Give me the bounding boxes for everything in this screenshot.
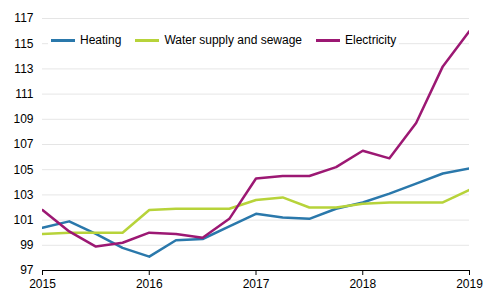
svg-text:107: 107 [13, 137, 33, 151]
svg-text:109: 109 [13, 112, 33, 126]
svg-text:2019: 2019 [456, 277, 483, 291]
svg-text:101: 101 [13, 213, 33, 227]
svg-text:105: 105 [13, 163, 33, 177]
html-text:Electricity: Electricity [345, 33, 397, 47]
svg-text:111: 111 [15, 87, 34, 101]
html-text:Heating: Heating [80, 33, 122, 47]
svg-text:115: 115 [14, 37, 33, 51]
svg-text:2015: 2015 [29, 277, 56, 291]
svg-text:103: 103 [13, 188, 33, 202]
svg-text:113: 113 [14, 62, 33, 76]
svg-text:99: 99 [20, 238, 34, 252]
html-text:Water supply and sewage: Water supply and sewage [164, 33, 302, 47]
svg-text:2018: 2018 [349, 277, 376, 291]
svg-text:117: 117 [14, 11, 33, 25]
svg-text:97: 97 [20, 263, 34, 277]
svg-text:2016: 2016 [136, 277, 163, 291]
svg-text:2017: 2017 [243, 277, 270, 291]
